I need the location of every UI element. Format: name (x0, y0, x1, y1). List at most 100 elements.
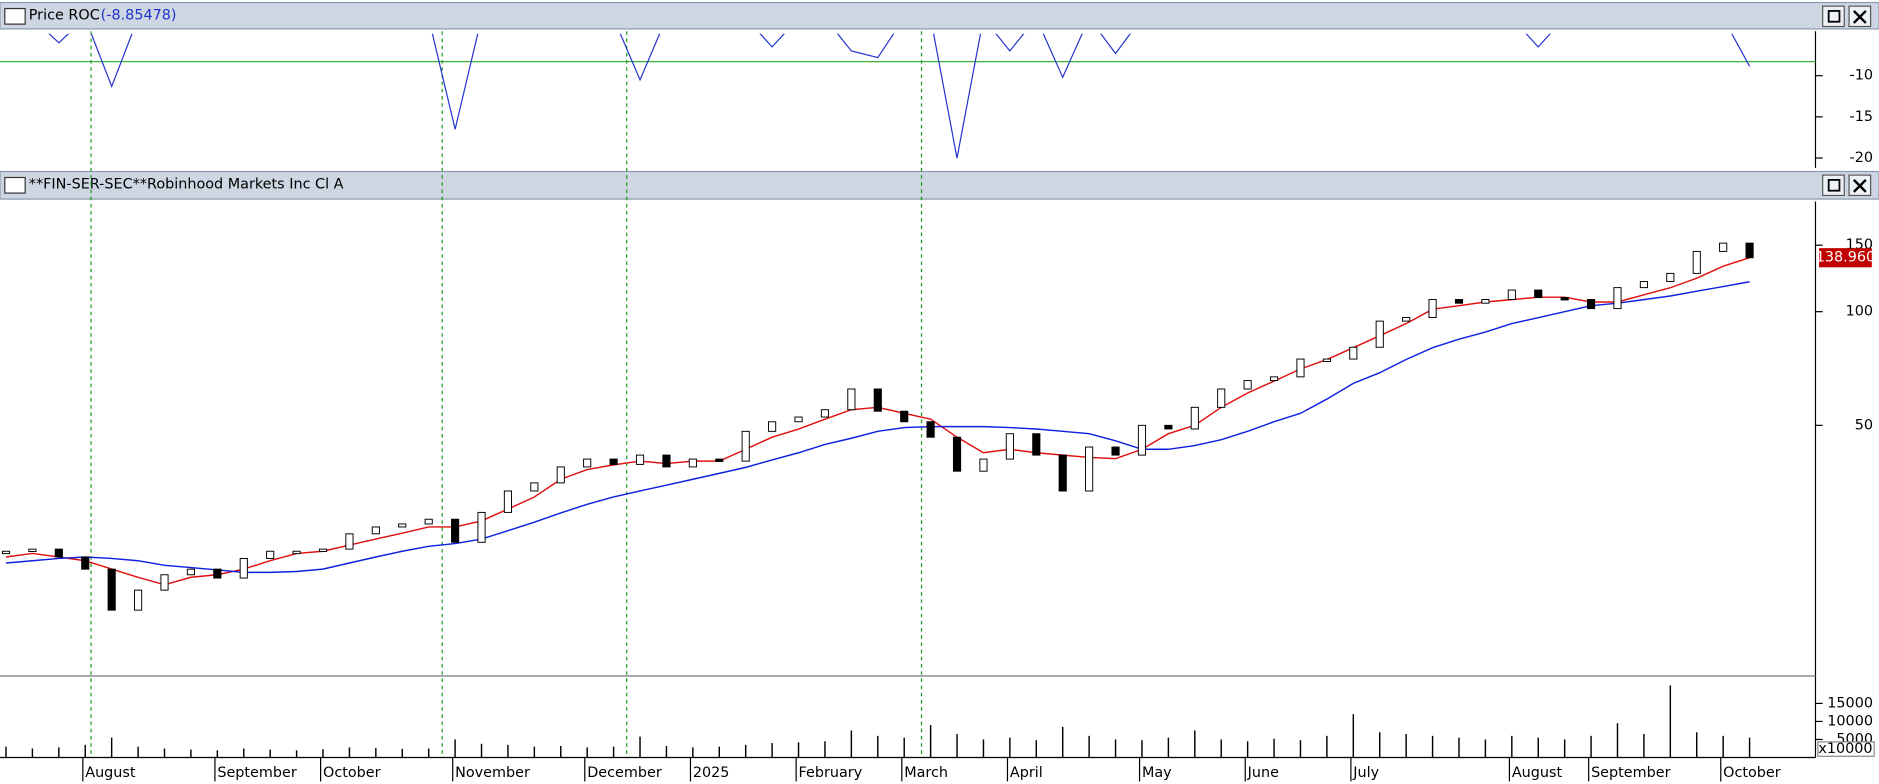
last-price-box (1819, 248, 1872, 268)
candle (715, 458, 724, 462)
y-tick-label: -20 (1850, 150, 1873, 166)
candle (1, 550, 11, 555)
y-tick-label: -15 (1850, 109, 1873, 125)
candle (1560, 297, 1569, 301)
candle (741, 430, 750, 462)
candle (609, 458, 618, 465)
candle (186, 568, 195, 576)
candle (1058, 454, 1067, 492)
x-tick-label: September (217, 765, 297, 781)
candle (794, 416, 803, 423)
candle (1164, 424, 1173, 430)
candle (213, 568, 222, 579)
candle (1613, 287, 1622, 310)
candle (160, 574, 169, 591)
last-price-label: 138.960 (1816, 250, 1875, 266)
panel-icon[interactable] (4, 176, 26, 194)
candle (1639, 281, 1648, 289)
candle (1375, 320, 1384, 348)
moving-average (5, 281, 1750, 574)
candle (1111, 446, 1120, 456)
x-tick-label: December (587, 765, 662, 781)
candle (530, 482, 539, 492)
maximize-button[interactable] (1822, 174, 1845, 197)
candle (451, 518, 460, 543)
x-tick-label: October (1723, 765, 1781, 781)
candle (1586, 299, 1596, 310)
y-tick-label: 15000 (1827, 695, 1873, 711)
candle (952, 436, 962, 472)
candle (1269, 376, 1279, 382)
candle (239, 557, 248, 579)
candle (1428, 299, 1437, 318)
roc-group (48, 33, 1751, 159)
candle (1692, 250, 1701, 274)
candle (1322, 358, 1331, 362)
roc-value: (-8.85478) (101, 8, 177, 24)
candle (688, 458, 697, 468)
maximize-icon (1827, 178, 1841, 192)
maximize-button[interactable] (1822, 5, 1845, 28)
candle (1719, 242, 1728, 252)
candle (583, 458, 592, 468)
panel-title: Price ROC (29, 8, 100, 24)
x-tick-label: May (1142, 765, 1172, 781)
candle (1137, 424, 1147, 456)
y-tick-label: 10000 (1827, 713, 1873, 729)
candle (345, 533, 354, 550)
candle (1745, 242, 1754, 259)
candle (477, 511, 486, 543)
y-tick-label: 50 (1855, 417, 1873, 433)
close-icon (1852, 10, 1867, 24)
maximize-icon (1827, 10, 1841, 23)
candle (979, 458, 988, 472)
candle (398, 523, 407, 528)
candle (873, 388, 882, 412)
candle (1085, 446, 1094, 492)
signal-lines (90, 31, 923, 758)
candle (107, 568, 116, 611)
candle (900, 410, 909, 423)
candle (1217, 388, 1226, 408)
x-tick-label: September (1591, 765, 1671, 781)
candle (81, 556, 90, 570)
y-tick-label: -10 (1850, 68, 1873, 84)
x-tick-label: August (1512, 765, 1563, 781)
candle (1481, 299, 1490, 304)
candle (926, 421, 935, 438)
candle (556, 466, 565, 484)
candle (847, 388, 856, 411)
roc-line (48, 33, 1751, 159)
close-icon (1852, 179, 1867, 193)
y-tick-label: 100 (1846, 304, 1873, 320)
candle (1296, 358, 1305, 378)
candle (503, 490, 513, 513)
candle (635, 454, 645, 465)
candle (1190, 406, 1199, 430)
x-tick-label: July (1352, 765, 1379, 781)
candle (1507, 289, 1516, 300)
candle (292, 550, 301, 555)
unit-label: x10000 (1818, 741, 1872, 757)
unit-box (1817, 741, 1875, 757)
candle (1402, 317, 1411, 322)
candle (1243, 380, 1252, 390)
candle (1032, 433, 1041, 456)
panel-title: **FIN-SER-SEC**Robinhood Markets Inc Cl … (29, 177, 344, 193)
candle (54, 548, 63, 558)
candle (371, 526, 380, 535)
x-tick-label: August (85, 765, 136, 781)
x-tick-label: April (1010, 765, 1043, 781)
candle (662, 454, 671, 468)
candle (424, 518, 433, 525)
candle (1005, 433, 1014, 460)
candle (768, 421, 777, 432)
candle (134, 589, 143, 611)
x-tick-label: February (799, 765, 863, 781)
candle (1349, 346, 1358, 360)
x-tick-label: October (323, 765, 381, 781)
panel-icon[interactable] (4, 7, 26, 25)
panel-header (0, 1, 1879, 30)
